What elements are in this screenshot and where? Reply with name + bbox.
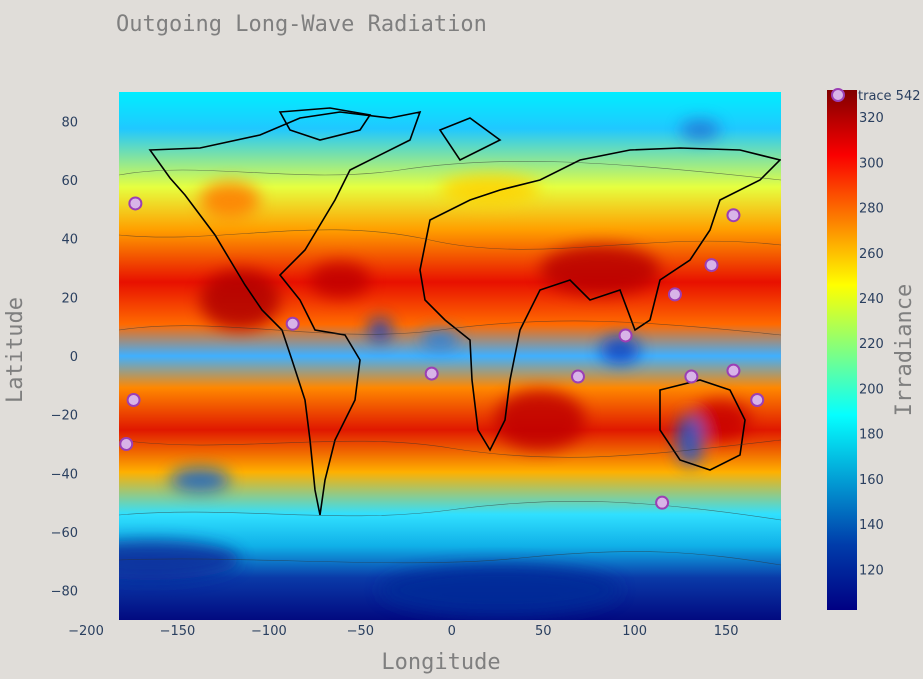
scatter-point[interactable] [424, 366, 439, 381]
coastlines [148, 107, 781, 516]
x-tick-label: −50 [347, 624, 374, 639]
heatmap-field [119, 92, 781, 620]
scatter-point[interactable] [285, 316, 300, 331]
colorbar-tick-label: 180 [859, 428, 884, 443]
x-tick-label: −200 [68, 624, 104, 639]
colorbar-tick-label: 300 [859, 156, 884, 171]
scatter-point[interactable] [128, 196, 143, 211]
x-tick-label: 50 [535, 624, 552, 639]
y-axis-title: Latitude [3, 297, 28, 403]
x-axis: −200 −150 −100 −50 0 50 100 150 [68, 624, 738, 639]
legend-label: trace 542 [858, 89, 921, 104]
x-axis-title: Longitude [381, 650, 500, 675]
colorbar-tick-label: 240 [859, 292, 884, 307]
scatter-point[interactable] [119, 437, 134, 451]
x-tick-label: −150 [160, 624, 196, 639]
colorbar-tick-label: 260 [859, 247, 884, 262]
colorbar-tick-label: 140 [859, 518, 884, 533]
scatter-point[interactable] [655, 495, 670, 510]
y-tick-label: −60 [51, 526, 78, 541]
scatter-point[interactable] [726, 363, 741, 378]
scatter-point[interactable] [684, 369, 699, 384]
scatter-point[interactable] [667, 287, 682, 302]
y-tick-label: 40 [61, 233, 78, 248]
colorbar-tick-label: 120 [859, 563, 884, 578]
chart-title: Outgoing Long-Wave Radiation [116, 12, 487, 37]
x-tick-label: 100 [622, 624, 647, 639]
y-tick-label: 80 [61, 115, 78, 130]
legend[interactable]: trace 542 [831, 88, 921, 104]
scatter-point[interactable] [618, 328, 633, 343]
colorbar-tick-label: 220 [859, 337, 884, 352]
colorbar-tick-label: 280 [859, 202, 884, 217]
heatmap [119, 92, 781, 620]
legend-marker [831, 88, 845, 102]
y-tick-label: 20 [61, 291, 78, 306]
x-tick-label: 0 [448, 624, 456, 639]
y-tick-label: 60 [61, 174, 78, 189]
colorbar [827, 90, 857, 610]
colorbar-ticks: 120 140 160 180 200 220 240 260 280 300 320 [859, 111, 884, 578]
x-tick-label: −100 [251, 624, 287, 639]
scatter-point[interactable] [704, 258, 719, 273]
scatter-point[interactable] [726, 208, 741, 223]
y-axis: −80 −60 −40 −20 0 20 40 60 80 [51, 115, 78, 599]
y-tick-label: −40 [51, 467, 78, 482]
y-tick-label: −80 [51, 585, 78, 600]
scatter-point[interactable] [126, 393, 141, 407]
y-tick-label: −20 [51, 409, 78, 424]
heatmap-texture [119, 120, 750, 615]
scatter-trace [119, 196, 765, 510]
colorbar-tick-label: 200 [859, 382, 884, 397]
scatter-point[interactable] [750, 393, 765, 407]
scatter-point[interactable] [570, 369, 585, 384]
colorbar-tick-label: 160 [859, 473, 884, 488]
colorbar-title: Irradiance [892, 284, 917, 416]
colorbar-tick-label: 320 [859, 111, 884, 126]
y-tick-label: 0 [70, 350, 78, 365]
x-tick-label: 150 [714, 624, 739, 639]
